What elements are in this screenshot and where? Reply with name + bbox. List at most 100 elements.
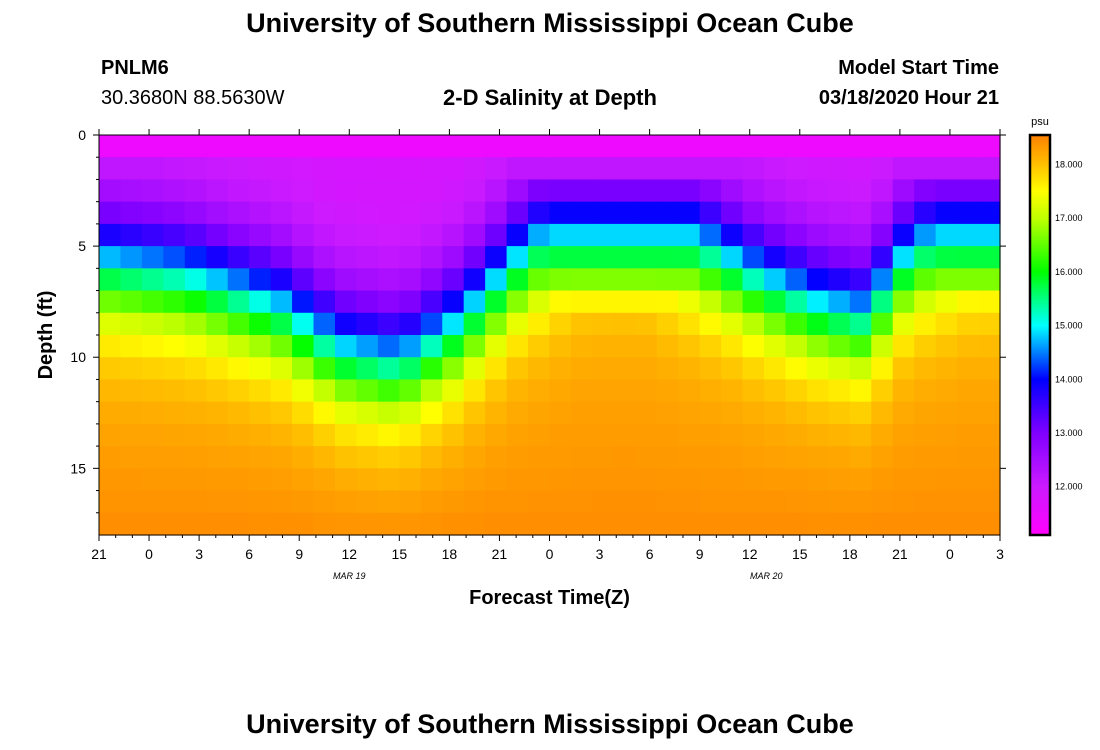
heatmap-cell xyxy=(463,335,486,358)
heatmap-cell xyxy=(635,335,658,358)
heatmap-cell xyxy=(270,512,293,536)
heatmap-cell xyxy=(120,290,143,314)
x-tick-label: 15 xyxy=(392,546,408,562)
heatmap-cell xyxy=(184,335,207,358)
heatmap-cell xyxy=(914,401,937,425)
heatmap-cell xyxy=(506,223,529,247)
x-tick-label: 0 xyxy=(145,546,153,562)
heatmap-cell xyxy=(399,401,422,425)
heatmap-cell xyxy=(678,223,701,247)
heatmap-cell xyxy=(442,401,465,425)
heatmap-cell xyxy=(141,179,164,203)
heatmap-cell xyxy=(914,179,937,203)
heatmap-cell xyxy=(871,135,894,158)
heatmap-cell xyxy=(806,512,829,536)
heatmap-cell xyxy=(978,512,1001,536)
heatmap-cell xyxy=(313,268,336,292)
heatmap-cell xyxy=(699,135,722,158)
heatmap-cell xyxy=(549,312,572,336)
heatmap-cell xyxy=(377,135,400,158)
heatmap-cell xyxy=(399,223,422,247)
heatmap-cell xyxy=(206,201,229,225)
heatmap-cell xyxy=(764,379,787,403)
x-tick-label: 21 xyxy=(91,546,107,562)
heatmap-cell xyxy=(935,490,958,514)
heatmap-cell xyxy=(742,490,765,514)
x-tick-label: 18 xyxy=(442,546,458,562)
heatmap-cell xyxy=(764,290,787,314)
heatmap-cell xyxy=(184,357,207,381)
heatmap-cell xyxy=(914,157,937,181)
heatmap-cell xyxy=(742,401,765,425)
heatmap-cell xyxy=(785,423,808,447)
heatmap-cell xyxy=(549,401,572,425)
heatmap-cell xyxy=(699,401,722,425)
heatmap-cell xyxy=(99,290,122,314)
heatmap-cell xyxy=(892,335,915,358)
heatmap-cell xyxy=(849,468,872,492)
heatmap-cell xyxy=(334,312,358,336)
heatmap-cell xyxy=(849,179,872,203)
heatmap-cell xyxy=(785,468,808,492)
heatmap-cell xyxy=(313,490,336,514)
heatmap-cell xyxy=(249,490,272,514)
heatmap-cell xyxy=(120,157,143,181)
heatmap-cell xyxy=(656,468,679,492)
heatmap-cell xyxy=(163,401,186,425)
heatmap-cell xyxy=(399,423,422,447)
heatmap-cell xyxy=(785,290,808,314)
heatmap-cell xyxy=(399,468,422,492)
heatmap-cell xyxy=(485,379,508,403)
heatmap-cell xyxy=(442,246,465,269)
heatmap-cell xyxy=(935,357,958,381)
heatmap-cell xyxy=(356,401,379,425)
heatmap-cell xyxy=(935,335,958,358)
heatmap-cell xyxy=(957,268,980,292)
heatmap-cell xyxy=(206,446,229,469)
heatmap-cell xyxy=(528,446,551,469)
heatmap-cell xyxy=(99,135,122,158)
heatmap-cell xyxy=(699,357,722,381)
heatmap-cell xyxy=(249,290,272,314)
heatmap-cell xyxy=(892,223,915,247)
heatmap-cell xyxy=(420,268,443,292)
heatmap-cell xyxy=(935,468,958,492)
heatmap-cell xyxy=(506,401,529,425)
heatmap-cell xyxy=(141,446,164,469)
heatmap-cell xyxy=(270,379,293,403)
heatmap-cell xyxy=(914,446,937,469)
heatmap-cell xyxy=(678,357,701,381)
heatmap-cell xyxy=(742,423,765,447)
heatmap-cell xyxy=(656,290,679,314)
heatmap-cell xyxy=(785,446,808,469)
heatmap-cell xyxy=(141,335,164,358)
heatmap-cell xyxy=(184,135,207,158)
heatmap-cell xyxy=(356,201,379,225)
heatmap-cell xyxy=(249,357,272,381)
heatmap-cell xyxy=(227,401,250,425)
heatmap-cell xyxy=(656,401,679,425)
heatmap-cell xyxy=(485,490,508,514)
heatmap-cell xyxy=(613,135,636,158)
heatmap-cell xyxy=(184,157,207,181)
heatmap-cell xyxy=(635,201,658,225)
heatmap-cell xyxy=(785,268,808,292)
heatmap-cell xyxy=(120,268,143,292)
heatmap-cell xyxy=(141,223,164,247)
heatmap-cell xyxy=(334,290,358,314)
heatmap-cell xyxy=(699,446,722,469)
heatmap-cell xyxy=(270,335,293,358)
heatmap-cell xyxy=(442,268,465,292)
heatmap-cell xyxy=(141,268,164,292)
heatmap-cell xyxy=(656,512,679,536)
heatmap-cell xyxy=(806,312,829,336)
heatmap-cell xyxy=(506,201,529,225)
heatmap-cell xyxy=(806,335,829,358)
heatmap-cell xyxy=(914,490,937,514)
heatmap-cell xyxy=(99,379,122,403)
heatmap-cell xyxy=(721,401,744,425)
heatmap-cell xyxy=(485,157,508,181)
heatmap-cell xyxy=(249,468,272,492)
heatmap-cell xyxy=(270,135,293,158)
heatmap-cell xyxy=(206,401,229,425)
